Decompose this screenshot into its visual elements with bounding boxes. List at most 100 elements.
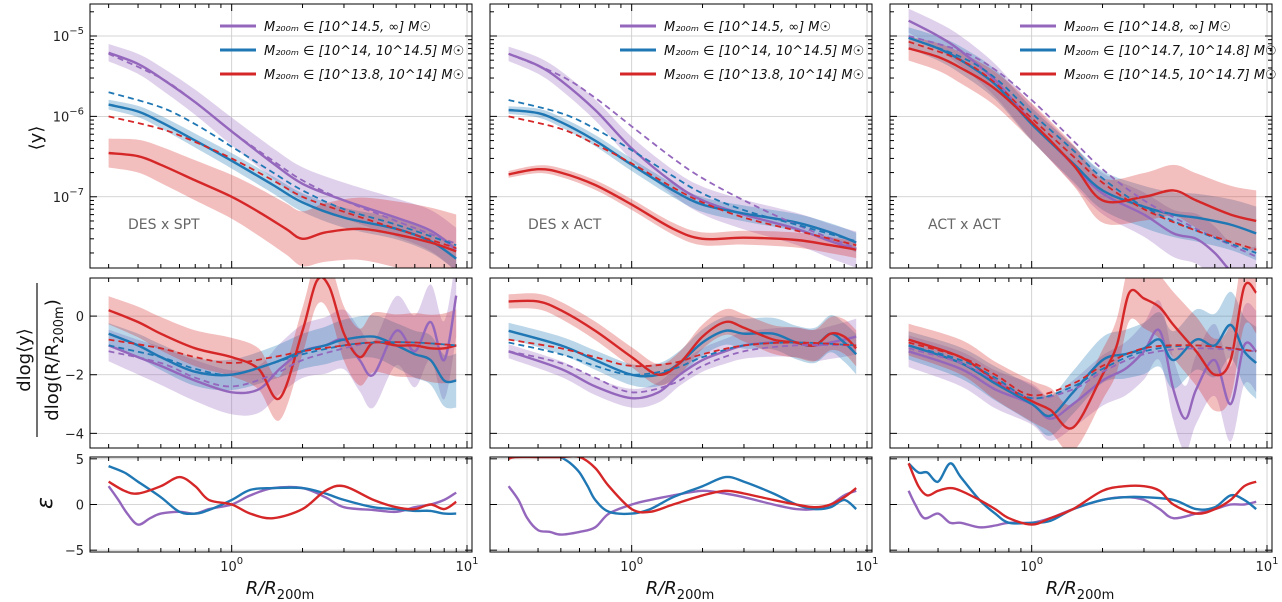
y-tick-label: −2 — [65, 369, 84, 384]
series-line-solid-1 — [908, 323, 1258, 418]
x-axis-label-col2: R/R200m — [1046, 578, 1115, 602]
y-tick-label: 0 — [76, 499, 84, 514]
legend-entry: M₂₀₀ₘ ∈ [10^14.5, ∞] M☉ — [664, 20, 831, 35]
panel-frame — [889, 3, 1273, 269]
x-tick-label: 101 — [1256, 556, 1279, 575]
svg-text:R/R200m: R/R200m — [1046, 578, 1115, 602]
series-line-solid-2 — [508, 457, 857, 514]
x-tick-label: 101 — [456, 556, 479, 575]
ticks: −5 0 5 100 101 — [65, 453, 479, 575]
plot-area — [508, 46, 857, 268]
series-line-solid-0 — [908, 19, 1230, 268]
svg-text:ε: ε — [33, 497, 58, 509]
plot-area — [508, 293, 858, 408]
panel-label: DES x ACT — [528, 217, 602, 233]
ticks — [890, 4, 1272, 268]
slope-label-numerator: dlog⟨y⟩ — [14, 328, 35, 392]
panels-group: 10−7 10−6 10−5 DES x SPT M₂₀₀ₘ ∈ [10^14.5, ∞… — [53, 3, 1278, 575]
series-line-solid-2 — [907, 462, 1257, 526]
panel-slope-1 — [489, 277, 873, 449]
panel-label: ACT x ACT — [928, 217, 1001, 233]
plot-area — [507, 457, 858, 536]
y-tick-label: 5 — [76, 453, 84, 468]
series-line-dashed-4 — [908, 36, 1257, 254]
series-line-solid-2 — [108, 278, 457, 401]
legend-entry: M₂₀₀ₘ ∈ [10^14, 10^14.5] M☉ — [264, 44, 464, 59]
svg-text:R/R200m: R/R200m — [246, 578, 315, 602]
series-line-solid-0 — [108, 51, 457, 251]
series-line-solid-2 — [508, 167, 857, 251]
svg-text:R/R200m: R/R200m — [646, 578, 715, 602]
grid — [490, 4, 872, 268]
series-line-solid-1 — [560, 457, 858, 516]
series-line-dashed-3 — [508, 344, 857, 394]
series-line-dashed-5 — [508, 115, 857, 247]
uncertainty-band-0 — [108, 44, 457, 268]
series-line-dashed-5 — [908, 341, 1257, 397]
uncertainty-band-0 — [908, 299, 1257, 448]
legend-entry: M₂₀₀ₘ ∈ [10^14.7, 10^14.8] M☉ — [1064, 44, 1277, 59]
x-tick-label: 100 — [220, 556, 243, 575]
panel-profile-1: DES x ACT M₂₀₀ₘ ∈ [10^14.5, ∞] M☉ M₂₀₀ₘ ∈ … — [489, 3, 873, 269]
legend-entry: M₂₀₀ₘ ∈ [10^14.5, ∞] M☉ — [264, 20, 431, 35]
panel-residual-1: 100 101 — [489, 456, 878, 575]
series-line-dashed-3 — [908, 347, 1257, 400]
legend-entry: M₂₀₀ₘ ∈ [10^14.8, ∞] M☉ — [1064, 20, 1231, 35]
y-axis-label-profile: ⟨y⟩ — [26, 126, 47, 151]
grid — [90, 278, 472, 448]
panel-profile-2: ACT x ACT M₂₀₀ₘ ∈ [10^14.8, ∞] M☉ M₂₀₀ₘ ∈ … — [889, 3, 1277, 269]
uncertainty-band-0 — [508, 46, 857, 268]
uncertainty-band-1 — [508, 106, 857, 253]
ticks: 100 101 — [890, 457, 1278, 575]
svg-text:⟨y⟩: ⟨y⟩ — [26, 126, 47, 151]
plot-area — [108, 278, 458, 421]
legend-entry: M₂₀₀ₘ ∈ [10^14, 10^14.5] M☉ — [664, 44, 864, 59]
series-line-dashed-3 — [108, 52, 457, 245]
plot-area — [908, 278, 1258, 448]
panel-frame — [889, 277, 1273, 449]
ticks: 10−7 10−6 10−5 — [53, 4, 472, 268]
uncertainty-band-2 — [108, 138, 457, 268]
legend-entry: M₂₀₀ₘ ∈ [10^13.8, 10^14] M☉ — [264, 68, 464, 83]
series-line-dashed-5 — [908, 40, 1257, 251]
series-line-dashed-4 — [508, 99, 857, 243]
series-line-solid-1 — [907, 462, 1257, 525]
plot-area — [907, 462, 1257, 529]
series-line-dashed-5 — [108, 115, 457, 249]
slope-label-denominator: dlog(R/R200m) — [42, 299, 67, 420]
uncertainty-band-0 — [908, 8, 1257, 268]
series-line-dashed-3 — [108, 341, 457, 388]
series-line-solid-2 — [107, 475, 457, 520]
panel-residual-2: 100 101 — [889, 456, 1278, 575]
y-axis-label-residual: ε — [33, 497, 58, 509]
legend-entry: M₂₀₀ₘ ∈ [10^13.8, 10^14] M☉ — [664, 68, 864, 83]
panel-frame — [89, 277, 473, 449]
panel-frame — [489, 277, 873, 449]
y-tick-label: −5 — [65, 544, 84, 559]
panel-label: DES x SPT — [128, 217, 200, 233]
series-line-solid-0 — [107, 485, 457, 526]
x-tick-label: 100 — [620, 556, 643, 575]
uncertainty-band-2 — [908, 278, 1257, 448]
series-line-dashed-3 — [508, 52, 857, 249]
series-line-dashed-5 — [108, 338, 457, 364]
panel-profile-0: 10−7 10−6 10−5 DES x SPT M₂₀₀ₘ ∈ [10^14.5, ∞… — [53, 3, 473, 269]
x-axis-label-col0: R/R200m — [246, 578, 315, 602]
series-line-dashed-4 — [108, 91, 457, 247]
series-line-dashed-4 — [508, 341, 857, 376]
x-tick-label: 101 — [856, 556, 879, 575]
uncertainty-band-1 — [108, 315, 457, 409]
ticks: 100 101 — [490, 457, 878, 575]
y-tick-label: 0 — [76, 310, 84, 325]
x-axis-label-col1: R/R200m — [646, 578, 715, 602]
y-tick-label: 10−6 — [53, 106, 84, 125]
uncertainty-band-1 — [908, 291, 1257, 436]
y-tick-label: 10−7 — [53, 187, 84, 206]
panel-residual-0: −5 0 5 100 101 — [65, 453, 479, 575]
legend: M₂₀₀ₘ ∈ [10^14.5, ∞] M☉ M₂₀₀ₘ ∈ [10^14, 1… — [220, 20, 464, 83]
ticks — [490, 4, 872, 268]
panel-frame — [489, 3, 873, 269]
plot-area — [107, 464, 457, 526]
grid — [890, 4, 1272, 268]
